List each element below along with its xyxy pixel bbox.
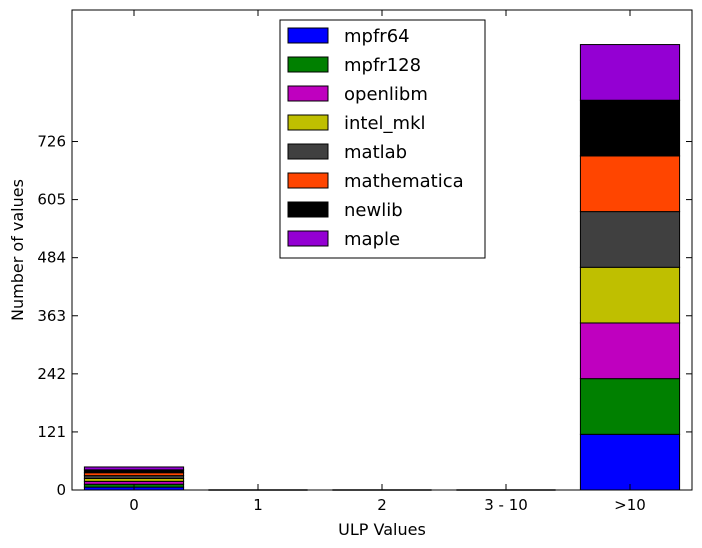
legend-swatch-mpfr128 (287, 56, 329, 73)
y-tick-label-3: 363 (37, 307, 66, 325)
y-axis-label: Number of values (8, 179, 27, 321)
legend-swatch-newlib (287, 201, 329, 218)
legend-swatch-matlab (287, 143, 329, 160)
bar-mathematica-4 (579, 155, 681, 213)
y-tick-label-5: 605 (37, 191, 66, 209)
x-tick-label-2: 2 (377, 496, 387, 514)
x-tick-label-1: 1 (253, 496, 263, 514)
legend-label-maple: maple (344, 229, 400, 250)
legend-label-mathematica: mathematica (344, 171, 464, 192)
legend-label-mpfr128: mpfr128 (344, 55, 421, 76)
legend-label-mpfr64: mpfr64 (344, 26, 410, 47)
bar-matlab-4 (579, 211, 681, 268)
x-tick-label-4: >10 (614, 496, 646, 514)
y-tick-label-0: 0 (56, 481, 66, 499)
bar-mpfr128-4 (579, 378, 681, 435)
legend-label-intel_mkl: intel_mkl (344, 113, 426, 134)
legend-swatch-openlibm (287, 85, 329, 102)
bar-maple-0 (83, 466, 185, 471)
x-axis-label: ULP Values (338, 520, 426, 539)
bar-mpfr64-4 (579, 433, 681, 491)
y-tick-label-4: 484 (37, 249, 66, 267)
legend-label-newlib: newlib (344, 200, 403, 221)
y-tick-label-2: 242 (37, 365, 66, 383)
legend-swatch-intel_mkl (287, 114, 329, 131)
x-axis: 0 1 2 3 - 10 >10 (129, 10, 646, 514)
bar-openlibm-4 (579, 322, 681, 380)
bar-maple-4 (579, 44, 681, 101)
x-tick-label-3: 3 - 10 (484, 496, 528, 514)
legend-label-openlibm: openlibm (344, 84, 428, 105)
bar-intel_mkl-4 (579, 266, 681, 324)
legend-swatch-mpfr64 (287, 27, 329, 44)
y-tick-label-1: 121 (37, 423, 66, 441)
bars-group (83, 44, 681, 491)
legend-swatch-maple (287, 230, 329, 247)
y-tick-label-6: 726 (37, 133, 66, 151)
legend-label-matlab: matlab (344, 142, 407, 163)
x-tick-label-0: 0 (129, 496, 139, 514)
legend-swatch-mathematica (287, 172, 329, 189)
bar-newlib-4 (579, 99, 681, 157)
y-axis: 0 121 242 363 484 605 726 (37, 133, 692, 499)
